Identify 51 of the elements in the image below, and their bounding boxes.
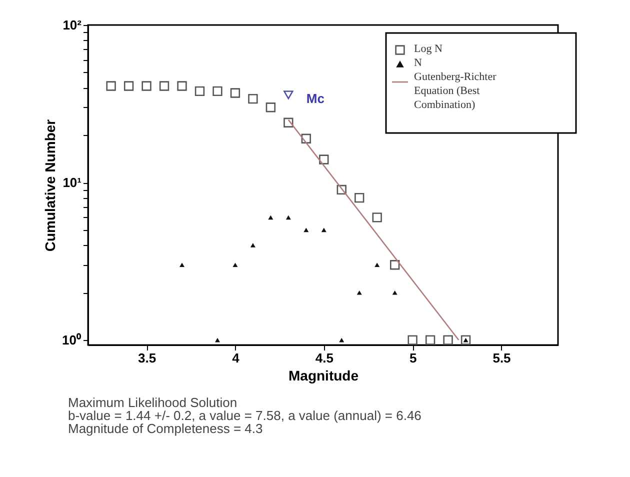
text: Maximum Likelihood Solution: [68, 395, 238, 410]
point: [339, 338, 344, 342]
point: [304, 228, 309, 232]
point: [336, 184, 346, 195]
point: [372, 212, 382, 222]
text: b-value = 1.44 +/- 0.2, a value = 7.58, a value (annual) = 6.46: [68, 408, 422, 423]
point: [319, 154, 329, 164]
x-tick-label: 3.5: [138, 350, 156, 366]
point: [230, 88, 240, 98]
point: [284, 90, 294, 100]
point: [392, 290, 398, 295]
point: [321, 228, 326, 232]
point: [232, 262, 238, 268]
x-tick-label: 5.5: [492, 350, 511, 366]
point: [124, 81, 134, 91]
y-tick-label: 10²: [62, 18, 82, 32]
point: [284, 118, 294, 128]
y-tick-label: 10⁰: [62, 332, 82, 348]
point: [301, 134, 311, 144]
point: [177, 81, 187, 91]
x-tick-label: 4: [232, 350, 240, 366]
point: [425, 335, 436, 345]
y-tick-label: 10¹: [62, 175, 82, 190]
y-axis-title: Cumulative Number: [42, 118, 58, 252]
point: [159, 81, 170, 91]
annotation: Mc: [306, 90, 324, 106]
point: [443, 335, 453, 345]
x-tick-label: 4.5: [315, 350, 334, 366]
point: [356, 290, 362, 295]
point: [212, 86, 222, 96]
point: [106, 81, 116, 91]
point: [286, 215, 291, 220]
legend-label: N: [414, 57, 422, 69]
point: [180, 262, 184, 268]
point: [248, 94, 258, 104]
point: [390, 260, 400, 270]
legend-label: Gutenberg-Richter Equation (Best Combination): [414, 71, 497, 111]
x-tick-label: 5: [409, 350, 417, 366]
point: [374, 262, 380, 268]
point: [266, 102, 276, 112]
point: [408, 335, 418, 345]
text: Magnitude of Completeness = 4.3: [68, 421, 263, 436]
point: [460, 335, 471, 345]
point: [268, 215, 274, 220]
point: [142, 81, 152, 91]
point: [214, 338, 220, 342]
x-axis-title: Magnitude: [288, 368, 359, 384]
point: [250, 243, 256, 248]
legend-label: Log N: [414, 43, 442, 55]
point: [354, 192, 364, 203]
point: [194, 86, 205, 96]
